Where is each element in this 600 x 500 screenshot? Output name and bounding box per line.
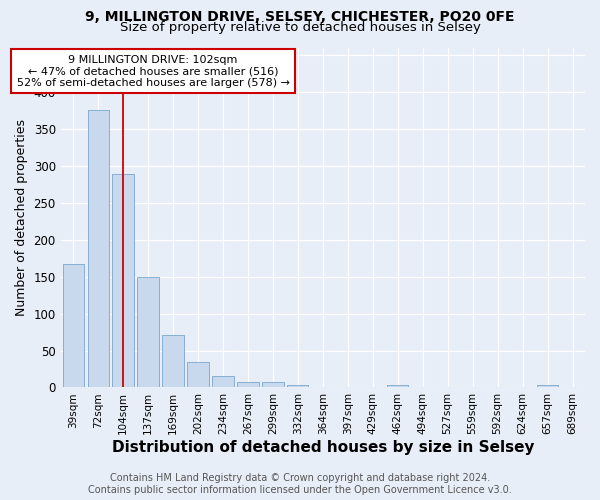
Bar	[163, 335, 184, 388]
Bar	[137, 278, 158, 388]
X-axis label: Distribution of detached houses by size in Selsey: Distribution of detached houses by size …	[112, 440, 534, 455]
Bar	[62, 264, 84, 388]
Text: Size of property relative to detached houses in Selsey: Size of property relative to detached ho…	[119, 22, 481, 35]
Bar	[238, 382, 259, 388]
Bar	[112, 174, 134, 388]
Text: 9, MILLINGTON DRIVE, SELSEY, CHICHESTER, PO20 0FE: 9, MILLINGTON DRIVE, SELSEY, CHICHESTER,…	[85, 10, 515, 24]
Bar	[537, 384, 558, 388]
Text: 9 MILLINGTON DRIVE: 102sqm
← 47% of detached houses are smaller (516)
52% of sem: 9 MILLINGTON DRIVE: 102sqm ← 47% of deta…	[17, 54, 290, 88]
Bar	[287, 384, 308, 388]
Bar	[88, 110, 109, 388]
Bar	[187, 362, 209, 388]
Y-axis label: Number of detached properties: Number of detached properties	[15, 119, 28, 316]
Bar	[387, 384, 409, 388]
Bar	[262, 382, 284, 388]
Text: Contains HM Land Registry data © Crown copyright and database right 2024.
Contai: Contains HM Land Registry data © Crown c…	[88, 474, 512, 495]
Bar	[212, 376, 233, 388]
